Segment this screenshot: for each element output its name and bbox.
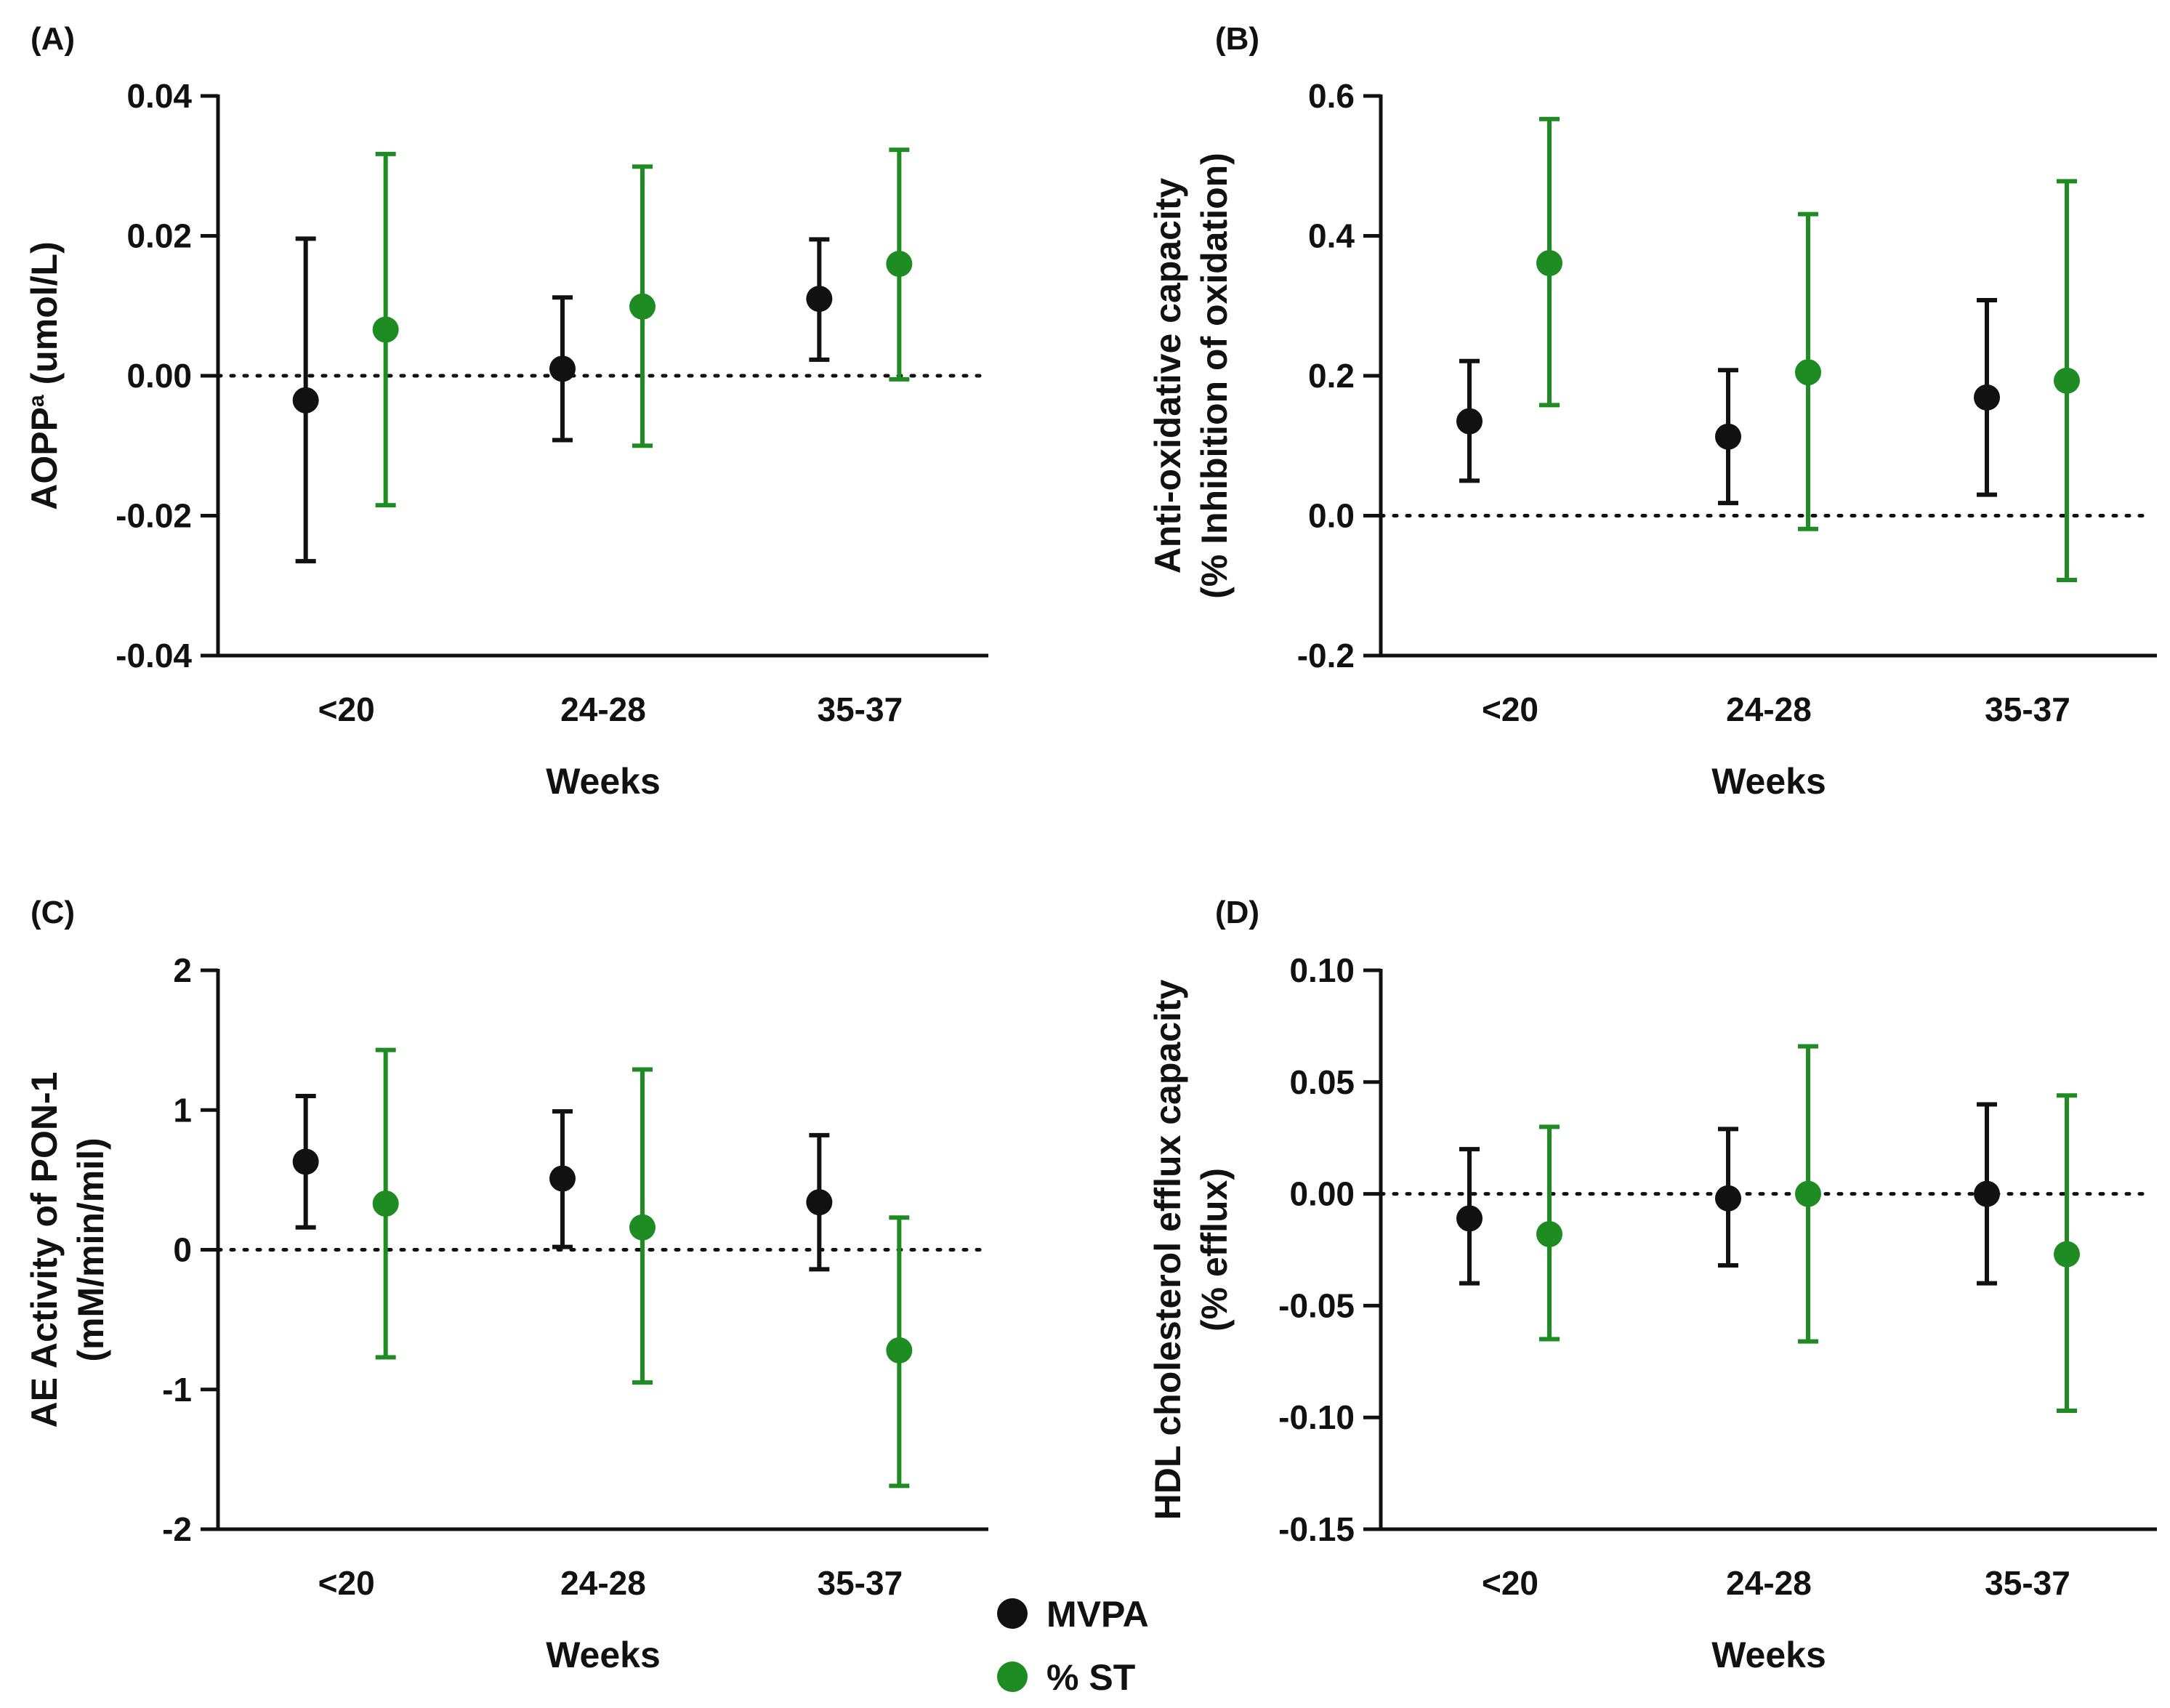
data-point-st	[2054, 1241, 2080, 1268]
y-tick-label: 2	[173, 951, 192, 989]
y-axis-title: AOPPa (umol/L)	[24, 241, 65, 509]
y-tick-label: -0.10	[1278, 1398, 1355, 1436]
y-tick-label: -0.05	[1278, 1286, 1355, 1324]
y-tick-label: -2	[162, 1510, 192, 1548]
x-tick-label: 24-28	[1726, 1564, 1812, 1602]
data-point-st	[886, 1337, 913, 1363]
chart-panel-c: (C) -2 -1 0 1 2 <20 24-28 35-37 Weeks AE Activity …	[24, 895, 988, 1675]
y-tick-label: 0.6	[1308, 77, 1355, 115]
data-point-st	[2054, 367, 2080, 394]
y-tick-label: 0.2	[1308, 357, 1355, 395]
x-tick-label: 24-28	[1726, 690, 1812, 728]
legend-label-mvpa: MVPA	[1046, 1594, 1149, 1635]
x-axis-title: Weeks	[1711, 761, 1826, 802]
data-point-mvpa	[549, 1165, 576, 1192]
y-axis-title-line1: HDL cholesterol efflux capacity	[1147, 979, 1188, 1520]
y-axis-title-unit: (umol/L)	[24, 241, 65, 395]
y-tick-label: 0	[173, 1231, 192, 1269]
chart-panel-a: (A) -0.04 -0.02 0.00 0.02 0.04 <20 24-28 35-37 We…	[24, 21, 988, 802]
y-tick-label: -0.02	[116, 497, 192, 535]
data-point-mvpa	[1974, 384, 2000, 411]
data-point-mvpa	[1456, 1205, 1483, 1232]
x-tick-label: 24-28	[560, 1564, 646, 1602]
y-tick-label: 0.0	[1308, 497, 1355, 535]
data-point-st	[372, 1191, 399, 1217]
y-tick-label: -1	[162, 1371, 192, 1409]
y-tick-label: 0.04	[126, 77, 192, 115]
data-point-st	[886, 251, 913, 277]
y-tick-label: 0.00	[1289, 1175, 1355, 1213]
y-axis-title-line2: (% efflux)	[1194, 1168, 1235, 1332]
y-axis-title-line2: (mM/min/mil)	[70, 1137, 111, 1361]
x-tick-label: <20	[318, 690, 375, 728]
x-tick-label: 35-37	[818, 1564, 903, 1602]
y-axis-title-line1: Anti-oxidative capacity	[1147, 178, 1188, 574]
panel-label: (A)	[31, 21, 75, 57]
data-point-mvpa	[1974, 1180, 2000, 1207]
y-axis-title-line1: AE Activity of PON-1	[24, 1072, 65, 1428]
y-tick-label: 0.05	[1289, 1063, 1355, 1101]
data-point-st	[1795, 359, 1821, 386]
data-point-st	[1795, 1180, 1821, 1207]
x-axis-title: Weeks	[546, 1635, 661, 1675]
y-axis-title-superscript: a	[25, 395, 49, 407]
y-tick-label: -0.15	[1278, 1510, 1355, 1548]
y-axis-title-line1: AOPPa (umol/L)	[24, 241, 65, 509]
data-point-st	[1536, 250, 1562, 277]
data-point-st	[629, 293, 656, 320]
data-point-mvpa	[549, 355, 576, 382]
y-tick-label: 0.02	[126, 217, 192, 255]
panel-label: (C)	[31, 895, 75, 930]
y-axis-title: HDL cholesterol efflux capacity (% efflux…	[1147, 979, 1235, 1520]
panel-label: (B)	[1215, 21, 1259, 57]
x-tick-label: <20	[1482, 690, 1538, 728]
x-tick-label: 35-37	[1985, 690, 2070, 728]
data-point-mvpa	[292, 1148, 319, 1175]
y-tick-label: 0.10	[1289, 951, 1355, 989]
chart-panel-d: (D) -0.15 -0.10 -0.05 0.00 0.05 0.10 <20 24-28 35…	[1147, 895, 2157, 1675]
data-point-mvpa	[1456, 408, 1483, 435]
legend-label-st: % ST	[1046, 1657, 1135, 1698]
panel-label: (D)	[1215, 895, 1259, 930]
y-tick-label: 1	[173, 1091, 192, 1129]
x-tick-label: <20	[1482, 1564, 1538, 1602]
legend: MVPA % ST	[997, 1594, 1149, 1698]
data-point-mvpa	[806, 286, 833, 313]
x-tick-label: 35-37	[818, 690, 903, 728]
y-tick-label: 0.00	[126, 357, 192, 395]
data-point-st	[372, 316, 399, 343]
data-point-st	[629, 1214, 656, 1241]
x-axis-title: Weeks	[1711, 1635, 1826, 1675]
y-axis-title-line2: (% Inhibition of oxidation)	[1194, 153, 1235, 599]
data-point-mvpa	[806, 1189, 833, 1216]
data-point-mvpa	[1715, 1185, 1741, 1212]
x-axis-title: Weeks	[546, 761, 661, 802]
x-tick-label: 24-28	[560, 690, 646, 728]
y-tick-label: -0.2	[1297, 637, 1355, 674]
data-point-st	[1536, 1220, 1562, 1247]
chart-panel-b: (B) -0.2 0.0 0.2 0.4 0.6 <20 24-28 35-37 Weeks Ant…	[1147, 21, 2157, 802]
data-point-mvpa	[1715, 423, 1741, 450]
data-point-mvpa	[292, 387, 319, 414]
y-axis-title: AE Activity of PON-1 (mM/min/mil)	[24, 1072, 111, 1428]
y-axis-title: Anti-oxidative capacity (% Inhibition of …	[1147, 153, 1235, 599]
x-tick-label: <20	[318, 1564, 375, 1602]
y-tick-label: 0.4	[1308, 217, 1355, 255]
legend-marker-st	[997, 1661, 1028, 1692]
x-tick-label: 35-37	[1985, 1564, 2070, 1602]
y-tick-label: -0.04	[116, 637, 192, 674]
legend-marker-mvpa	[997, 1598, 1028, 1629]
